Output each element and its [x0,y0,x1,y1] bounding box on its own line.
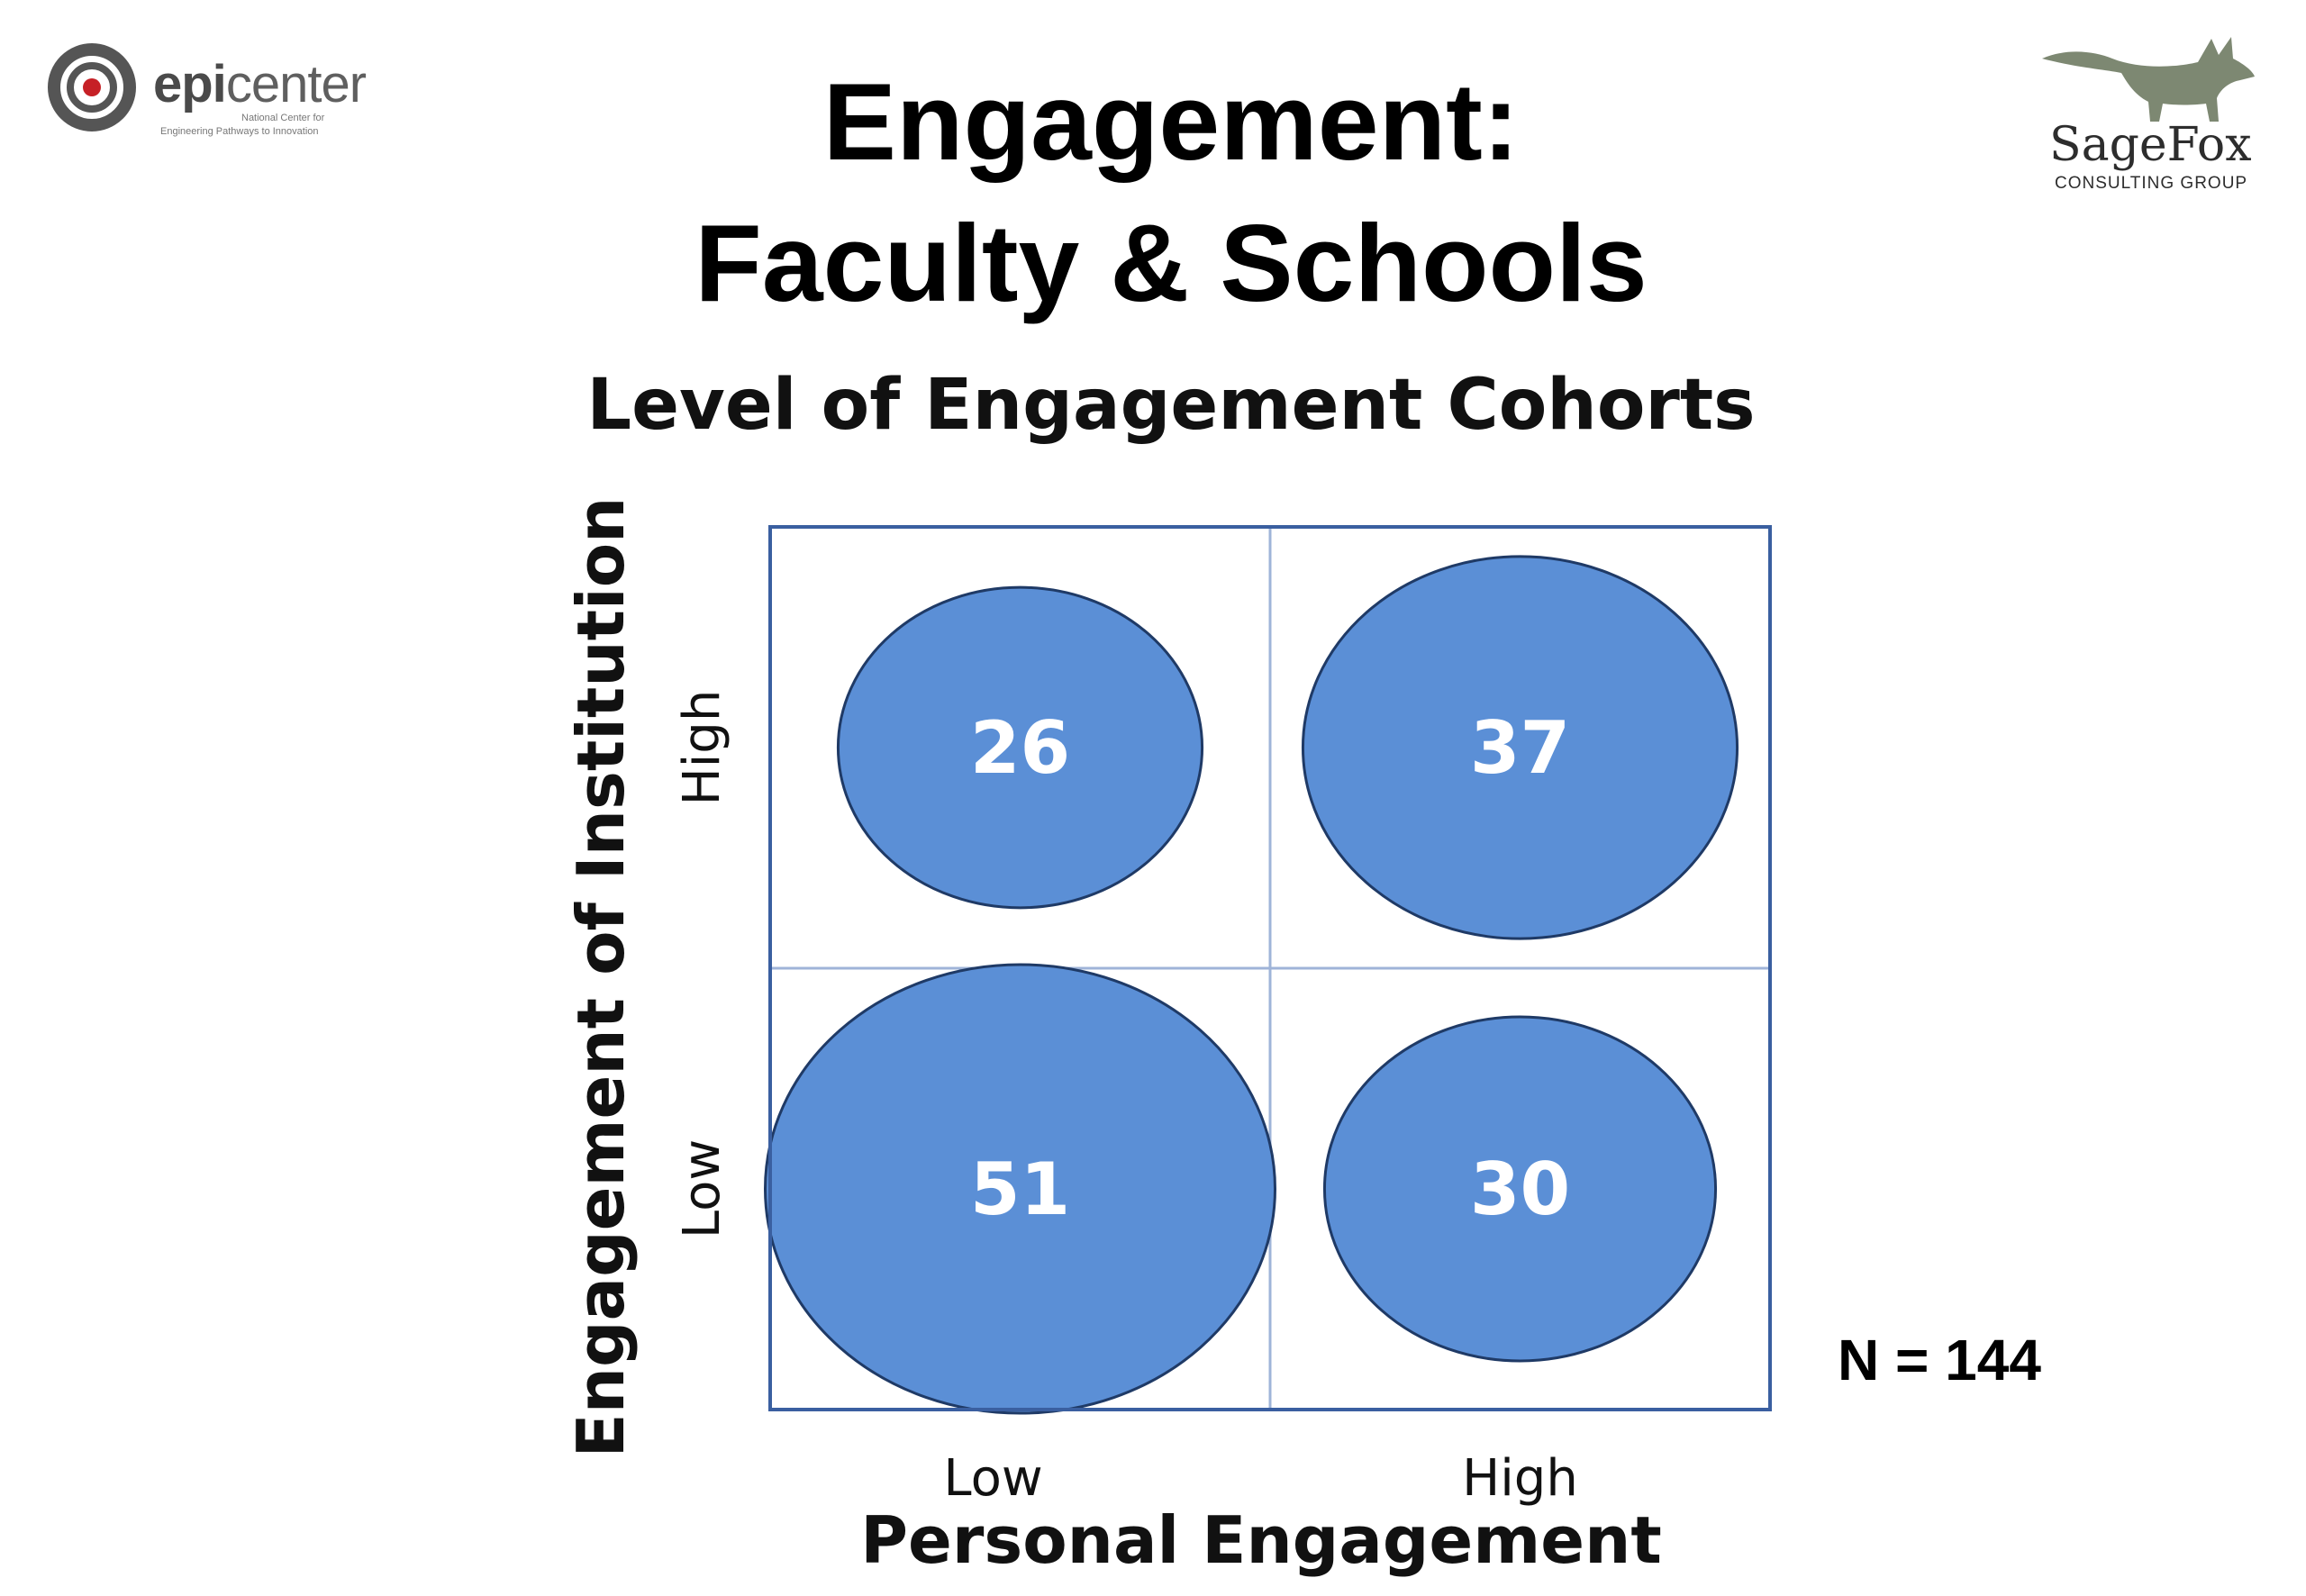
page-title-line-2: Faculty & Schools [695,202,1648,324]
bubble-label: 37 [1470,706,1570,790]
bubble-low-low [764,963,1276,1415]
y-axis-title: Engagement of Institution [563,497,639,1458]
plot-frame [768,525,1772,1411]
bubble-label: 51 [970,1147,1070,1231]
epicenter-tagline-2: Engineering Pathways to Innovation [160,126,319,137]
epicenter-tagline-1: National Center for [241,113,325,123]
x-tick-label: Low [943,1449,1042,1508]
sagefox-wordmark: SageFox [2049,118,2252,172]
bubble-low-high [836,585,1204,910]
bubble-label: 30 [1470,1147,1570,1231]
x-tick-label: High [1462,1449,1578,1508]
fox-icon [2042,37,2255,122]
chart-title: Level of Engagement Cohorts [586,365,1756,446]
bubble-high-low [1322,1015,1718,1363]
page-title-line-1: Engagement: [822,60,1520,183]
epicenter-wordmark: epicenter [153,55,367,113]
sagefox-subtitle: CONSULTING GROUP [2055,174,2248,193]
epicenter-logo: epicenter National Center for Engineerin… [45,41,367,144]
x-axis-title: Personal Engagement [860,1502,1662,1578]
y-tick-label: High [673,690,731,806]
bubble-high-high [1301,555,1739,940]
bubble-label: 26 [970,706,1070,790]
sample-size-label: N = 144 [1838,1328,2041,1392]
y-tick-label: Low [673,1139,731,1238]
epicenter-target-icon [48,43,136,131]
sagefox-logo: SageFox CONSULTING GROUP [2013,32,2283,194]
